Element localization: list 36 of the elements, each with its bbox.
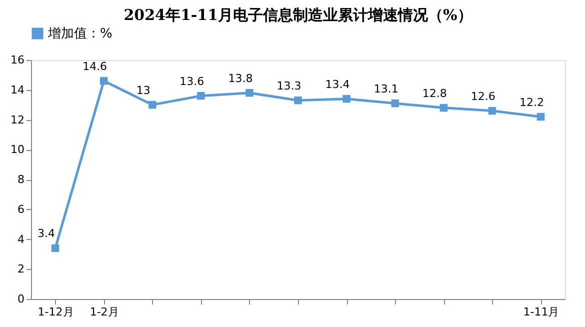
data-label: 12.6 xyxy=(470,90,496,103)
point xyxy=(536,112,545,121)
data-label: 3.4 xyxy=(38,227,56,240)
data-label: 13.4 xyxy=(325,78,350,91)
y-tick-label: 2 xyxy=(18,262,24,276)
point xyxy=(148,100,156,109)
y-tick-label: 16 xyxy=(10,54,24,66)
x-tick-label: 1-2月 xyxy=(90,306,119,318)
data-label: 12.2 xyxy=(519,96,544,109)
y-tick-label: 14 xyxy=(10,83,24,96)
y-tick-label: 0 xyxy=(18,292,24,306)
point xyxy=(51,244,60,252)
data-label: 14.6 xyxy=(82,60,108,73)
point xyxy=(391,99,399,108)
chart-title: 2024年1-11月电子信息制造业累计增速情况（%） xyxy=(124,6,472,24)
point xyxy=(440,104,448,112)
point xyxy=(100,77,108,85)
y-tick-label: 8 xyxy=(18,173,24,186)
data-label: 13 xyxy=(136,84,150,97)
point xyxy=(246,88,254,97)
y-tick-label: 12 xyxy=(10,113,24,126)
data-label: 13.3 xyxy=(276,79,302,92)
point xyxy=(488,106,496,115)
legend-label: 增加值：% xyxy=(47,26,112,42)
point xyxy=(197,92,205,100)
y-tick-label: 6 xyxy=(18,202,24,216)
y-tick-label: 10 xyxy=(10,143,24,156)
x-tick-label: 1-12月 xyxy=(38,306,74,318)
y-tick-label: 4 xyxy=(18,232,24,246)
data-label: 13.1 xyxy=(374,82,398,96)
data-label: 13.8 xyxy=(228,72,253,85)
point xyxy=(294,96,302,104)
data-label: 13.6 xyxy=(180,74,204,88)
x-tick-label: 1-11月 xyxy=(523,306,560,318)
point xyxy=(342,94,350,103)
data-label: 12.8 xyxy=(422,86,447,100)
